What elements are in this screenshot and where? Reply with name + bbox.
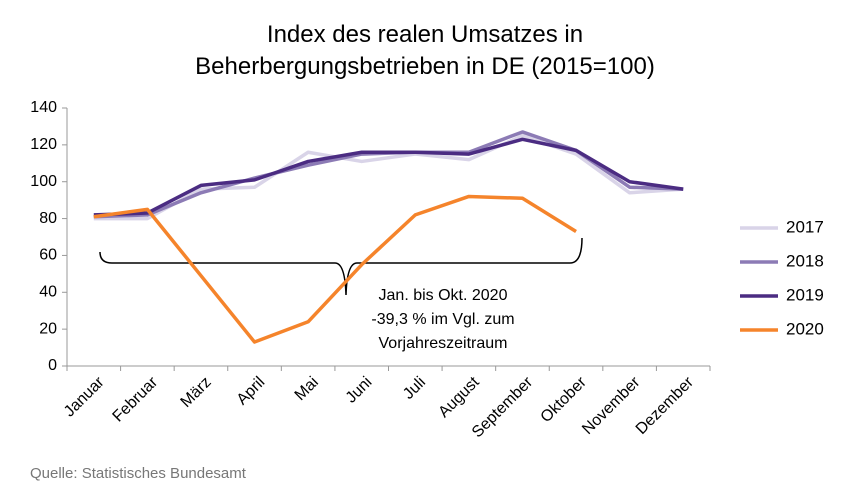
y-tick-label: 0 bbox=[48, 357, 57, 374]
legend-label: 2017 bbox=[786, 217, 824, 236]
x-tick-label: März bbox=[178, 374, 215, 411]
x-tick-label: Februar bbox=[110, 373, 162, 425]
series-line bbox=[93, 137, 684, 217]
x-tick-label: Juli bbox=[400, 374, 429, 403]
y-tick-label: 20 bbox=[39, 320, 57, 337]
annotation: Vorjahreszeitraum bbox=[379, 335, 508, 352]
x-tick-label: August bbox=[435, 373, 483, 421]
x-tick-label: Oktober bbox=[538, 373, 591, 426]
series-line bbox=[93, 130, 684, 219]
x-tick-label: Dezember bbox=[633, 373, 698, 438]
legend-label: 2018 bbox=[786, 251, 824, 270]
x-tick-label: April bbox=[234, 374, 269, 409]
y-tick-label: 60 bbox=[39, 247, 57, 264]
chart-title: Index des realen Umsatzes in bbox=[267, 21, 583, 48]
y-tick-label: 140 bbox=[30, 99, 57, 116]
x-tick-label: Mai bbox=[292, 374, 322, 404]
annotation: -39,3 % im Vgl. zum bbox=[371, 311, 514, 328]
x-tick-label: Januar bbox=[61, 373, 108, 420]
bracket bbox=[99, 237, 583, 296]
y-tick-label: 100 bbox=[30, 173, 57, 190]
legend-label: 2019 bbox=[786, 285, 824, 304]
y-tick-label: 80 bbox=[39, 210, 57, 227]
source: Quelle: Statistisches Bundesamt bbox=[30, 465, 247, 482]
x-tick-label: Juni bbox=[343, 374, 376, 407]
series-line bbox=[93, 194, 577, 344]
legend-label: 2020 bbox=[786, 319, 824, 338]
y-tick-label: 120 bbox=[30, 136, 57, 153]
series-line bbox=[93, 133, 684, 221]
chart-title: Beherbergungsbetrieben in DE (2015=100) bbox=[195, 53, 655, 80]
annotation: Jan. bis Okt. 2020 bbox=[379, 287, 508, 304]
y-tick-label: 40 bbox=[39, 284, 57, 301]
